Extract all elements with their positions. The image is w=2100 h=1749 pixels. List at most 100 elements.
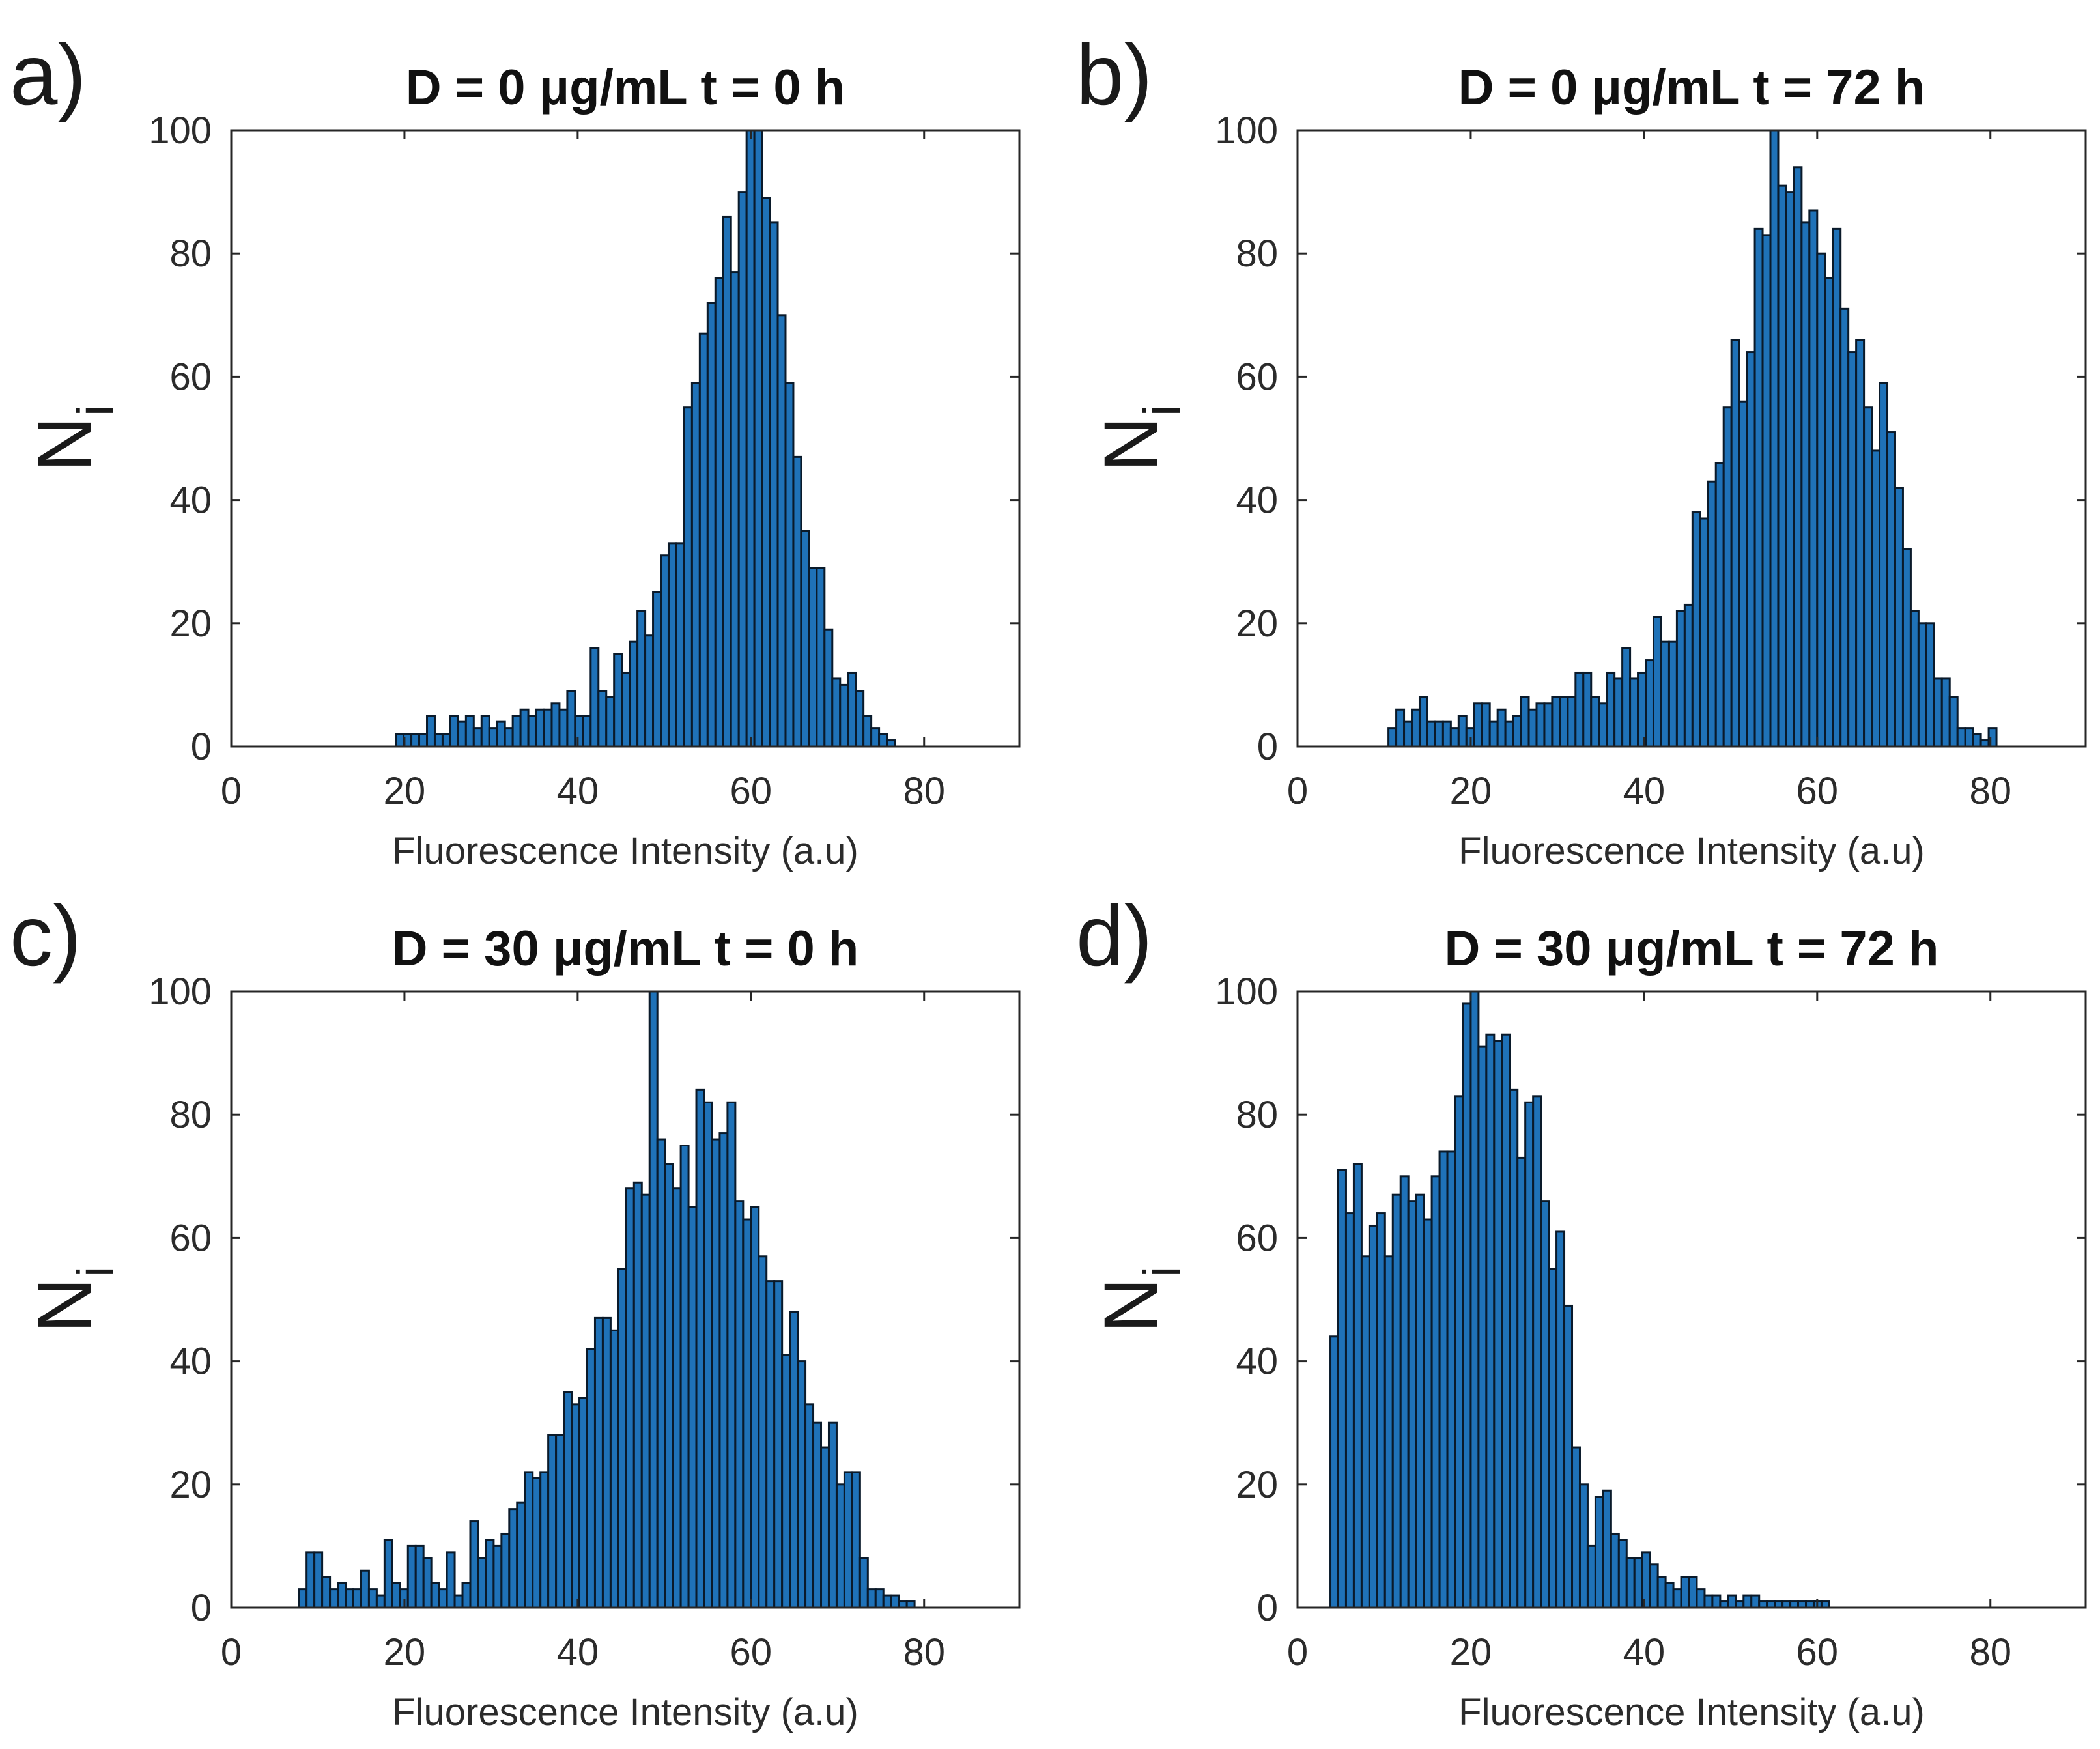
x-tick-label: 60 <box>730 770 773 812</box>
histogram-bar <box>882 1594 892 1609</box>
histogram-bar <box>1672 1588 1682 1609</box>
histogram-bar <box>1711 1594 1722 1609</box>
histogram-bar <box>1699 517 1709 748</box>
histogram-bar <box>597 690 608 748</box>
histogram-bar <box>652 591 662 748</box>
y-tick-label: 0 <box>1257 1587 1278 1629</box>
histogram-bar <box>1493 1040 1503 1609</box>
y-tick-label: 40 <box>169 479 212 522</box>
histogram-bar <box>1909 610 1920 748</box>
histogram-bar <box>571 1403 581 1609</box>
histogram-bar <box>1376 1212 1386 1609</box>
histogram-bar <box>878 733 888 748</box>
histogram-bar <box>1800 221 1811 748</box>
histogram-bar <box>1785 191 1795 748</box>
histogram-bar <box>1462 1002 1472 1609</box>
histogram-bar <box>329 1588 339 1609</box>
histogram-bar <box>769 221 779 748</box>
chart-title: D = 30 μg/mL t = 0 h <box>392 921 859 976</box>
histogram-bar <box>1610 1532 1620 1609</box>
histogram-bar <box>1540 1200 1550 1609</box>
histogram-bar <box>563 1391 573 1609</box>
histogram-bar <box>1680 1576 1690 1609</box>
histogram-bar <box>1925 622 1935 748</box>
histogram-bar <box>1879 382 1889 748</box>
histogram-bar <box>718 1132 729 1609</box>
histogram-bar <box>406 1544 417 1609</box>
histogram-bar <box>784 382 795 748</box>
histogram-bar <box>453 1594 464 1609</box>
histogram-bar <box>367 1588 378 1609</box>
chart-panel-0: a) D = 0 μg/mL t = 0 h 0 20 40 60 80 0 20 40 60 80 1… <box>10 27 1021 872</box>
y-tick-label: 20 <box>169 1464 212 1506</box>
histogram-bar <box>1407 1200 1417 1609</box>
histogram-bar <box>1602 1489 1612 1609</box>
histogram-bar <box>1438 1150 1449 1609</box>
histogram-bar <box>1520 696 1530 748</box>
histogram-bar <box>1368 1224 1378 1609</box>
histogram-bar <box>508 1508 518 1609</box>
histogram-bar <box>1777 184 1787 748</box>
histogram-bar <box>1633 1557 1643 1609</box>
histogram-bar <box>1543 702 1554 748</box>
histogram-bar <box>1629 677 1639 748</box>
histogram-bar <box>375 1594 386 1609</box>
x-tick-label: 0 <box>221 770 242 812</box>
histogram-bar <box>890 1594 900 1609</box>
histogram-bar <box>714 277 724 748</box>
histogram-bar <box>745 129 756 748</box>
y-axis-label-subscript: i <box>1133 405 1191 417</box>
y-axis-label-subscript: i <box>66 1266 124 1278</box>
histogram-bar <box>1337 1169 1347 1609</box>
x-axis-label: Fluorescence Intensity (a.u) <box>1458 1691 1925 1733</box>
x-tick-label: 20 <box>384 1631 426 1673</box>
histogram-bar <box>1548 1268 1558 1609</box>
chart-panel-2: c) D = 30 μg/mL t = 0 h 0 20 40 60 80 0 20 40 60 80… <box>10 888 1021 1733</box>
histogram-bar <box>524 1471 534 1609</box>
histogram-bar <box>1391 1193 1402 1609</box>
histogram-bar <box>535 708 545 748</box>
histogram-bar <box>1901 548 1912 748</box>
y-axis-label-main: N <box>22 1277 108 1333</box>
histogram-bar <box>1532 1095 1542 1609</box>
x-tick-label: 60 <box>730 1631 773 1673</box>
histogram-bar <box>1688 1576 1698 1609</box>
histogram-bar <box>656 1138 666 1609</box>
x-tick-label: 80 <box>903 1631 945 1673</box>
x-tick-label: 20 <box>1450 770 1492 812</box>
histogram-bar <box>1352 1163 1363 1609</box>
histogram-bar <box>1664 1582 1675 1609</box>
histogram-bar <box>1839 307 1850 748</box>
panel-label: b) <box>1076 27 1152 122</box>
histogram-bar <box>586 1348 596 1609</box>
histogram-bar <box>547 1434 558 1609</box>
panel-label: c) <box>10 888 81 984</box>
histogram-bar <box>441 733 451 748</box>
histogram-bar <box>1847 351 1858 748</box>
histogram-bar <box>1446 1150 1456 1609</box>
histogram-bar <box>1441 720 1452 748</box>
histogram-bar <box>1730 339 1740 748</box>
histogram-bar <box>1940 677 1951 748</box>
histogram-bar <box>1415 1193 1425 1609</box>
histogram-bar <box>298 1588 308 1609</box>
histogram-bar <box>1485 1033 1496 1609</box>
histogram-bar <box>410 733 421 748</box>
histogram-bar <box>352 1588 362 1609</box>
chart-panel-1: b) D = 0 μg/mL t = 72 h 0 20 40 60 80 0 20 40 60 80… <box>1076 27 2087 872</box>
x-tick-label: 60 <box>1796 770 1839 812</box>
histogram-bar <box>711 1138 721 1609</box>
histogram-bar <box>1509 1088 1519 1609</box>
histogram-bar <box>617 1268 627 1609</box>
histogram-bar <box>683 406 693 748</box>
histogram-bar <box>488 727 498 748</box>
histogram-bar <box>1578 1483 1589 1609</box>
histogram-bar <box>1449 727 1460 748</box>
histogram-bar <box>1808 209 1819 748</box>
histogram-bar <box>835 1483 845 1609</box>
histogram-bar <box>543 708 553 748</box>
histogram-bar <box>1469 990 1480 1609</box>
histogram-bar <box>843 1471 853 1609</box>
histogram-bar <box>672 1187 682 1609</box>
histogram-bar <box>438 1588 448 1609</box>
